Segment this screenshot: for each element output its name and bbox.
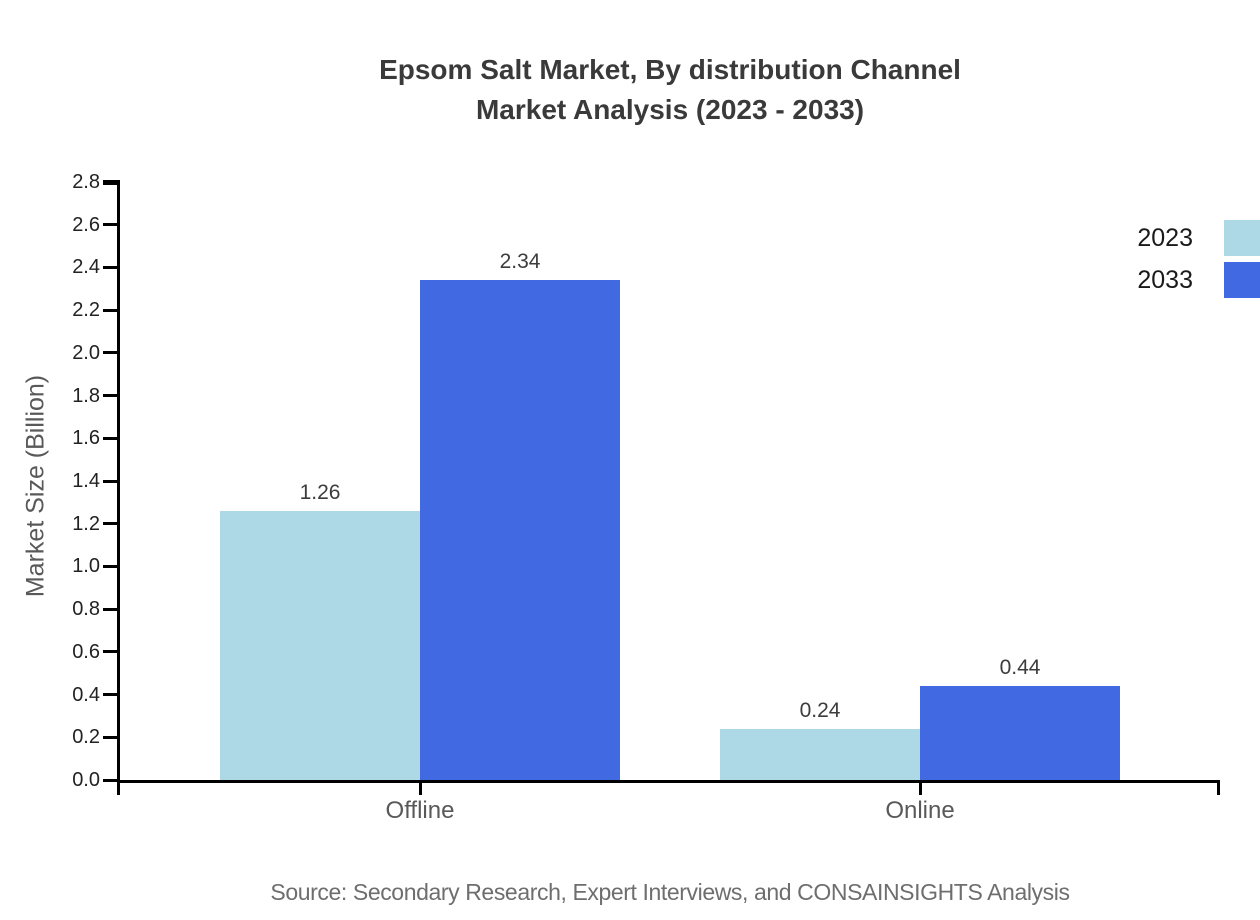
y-tick-label: 2.0 <box>72 341 100 364</box>
legend-item: 2023 <box>1040 220 1260 256</box>
y-tick-label: 0.6 <box>72 640 100 663</box>
x-category-label: Online <box>885 797 955 824</box>
y-tick <box>103 179 120 185</box>
y-tick-label: 1.4 <box>72 470 100 492</box>
y-tick-label: 2.4 <box>72 256 100 279</box>
plot-area: 0.0 0.2 0.4 0.6 0.8 1.0 1.2 1.4 1.6 1.8 2.0 2.2 2.4 2… <box>72 171 1220 824</box>
y-tick <box>103 522 117 526</box>
y-tick-label: 1.0 <box>72 555 100 578</box>
x-axis-start-tick <box>117 783 120 795</box>
y-tick <box>103 223 117 227</box>
y-tick <box>103 564 117 568</box>
y-tick-label: 2.8 <box>72 171 100 193</box>
y-tick <box>103 351 117 355</box>
x-category-tick <box>418 783 422 795</box>
y-tick-label: 1.2 <box>72 512 100 535</box>
y-tick <box>103 693 117 697</box>
y-tick <box>103 479 117 483</box>
y-tick <box>103 436 117 440</box>
x-category-label: Offline <box>385 797 455 824</box>
bar-value-label: 1.26 <box>299 480 341 504</box>
legend-item: 2033 <box>1040 262 1260 298</box>
y-axis-title: Market Size (Billion) <box>21 374 50 598</box>
y-tick <box>103 607 117 611</box>
legend-label: 2023 <box>1137 224 1193 252</box>
bar-value-label: 0.24 <box>799 698 841 722</box>
legend-label: 2033 <box>1137 266 1193 294</box>
y-tick-label: 0.0 <box>72 769 100 791</box>
chart-title: Epsom Salt Market, By distribution Chann… <box>120 50 1220 130</box>
y-tick <box>103 778 117 782</box>
x-category-tick <box>918 783 922 795</box>
y-tick-label: 0.2 <box>72 726 100 749</box>
y-tick-label: 2.6 <box>72 213 100 236</box>
bar-online-2023 <box>720 728 920 780</box>
chart-title-line1: Epsom Salt Market, By distribution Chann… <box>379 54 961 85</box>
bar-offline-2023 <box>220 510 420 780</box>
y-tick-label: 1.8 <box>72 384 100 407</box>
y-tick <box>103 394 117 398</box>
legend-swatch <box>1224 220 1260 256</box>
bar-offline-2033 <box>420 280 620 780</box>
legend-swatch <box>1224 262 1260 298</box>
source-note: Source: Secondary Research, Expert Inter… <box>270 879 1070 905</box>
y-tick <box>103 650 117 654</box>
y-tick <box>103 735 117 739</box>
y-tick-label: 2.2 <box>72 299 100 322</box>
y-tick <box>103 308 117 312</box>
y-tick-label: 1.6 <box>72 427 100 450</box>
y-tick-label: 0.8 <box>72 598 100 621</box>
bar-value-label: 0.44 <box>999 656 1041 680</box>
y-tick <box>103 265 117 269</box>
bar-online-2033 <box>920 686 1120 780</box>
y-tick-label: 0.4 <box>72 683 100 706</box>
x-axis-end-tick <box>1217 783 1220 795</box>
chart-title-line2: Market Analysis (2023 - 2033) <box>475 94 865 125</box>
bar-value-label: 2.34 <box>499 250 541 274</box>
